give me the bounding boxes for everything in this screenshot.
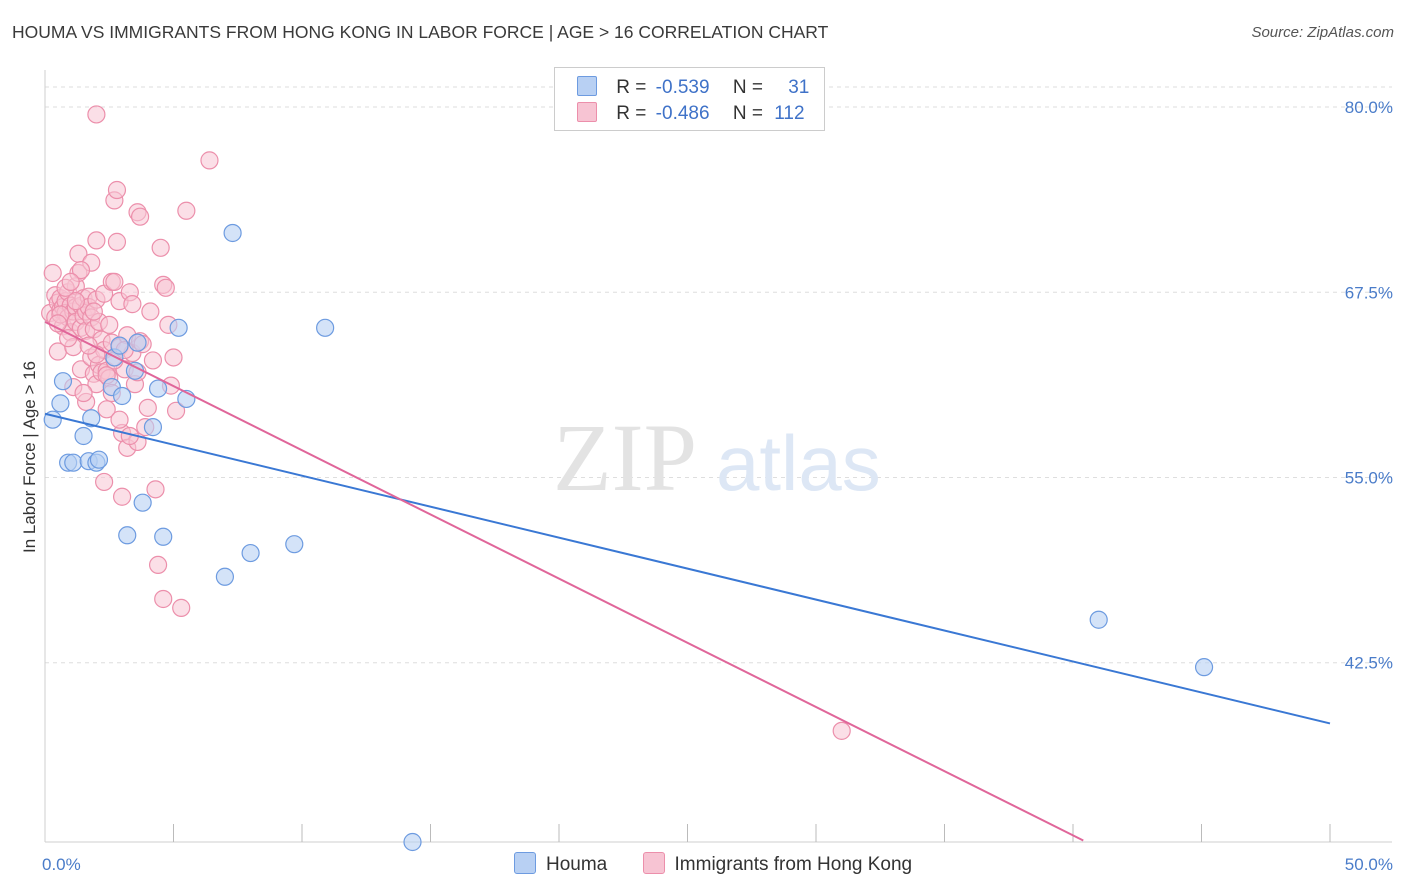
hk-point xyxy=(100,315,119,334)
hk-point xyxy=(74,383,93,403)
tick-labels: 80.0% 67.5% 55.0% 42.5% 0.0% 50.0% xyxy=(42,98,1393,874)
hk-r-label: R = xyxy=(616,103,647,124)
houma-point xyxy=(51,394,70,413)
houma-point xyxy=(169,318,188,337)
houma-point xyxy=(64,453,83,472)
hk-point xyxy=(151,238,170,257)
watermark-atlas: atlas xyxy=(716,419,881,507)
chart-title: HOUMA VS IMMIGRANTS FROM HONG KONG IN LA… xyxy=(12,22,829,42)
legend-row-houma: R = -0.539 N = 31 xyxy=(577,76,809,100)
hk-point xyxy=(146,480,165,499)
y-tick-label: 80.0% xyxy=(1345,98,1393,117)
houma-n-value: 31 xyxy=(788,77,810,98)
houma-point xyxy=(110,336,129,355)
hk-point xyxy=(143,351,163,370)
hk-point xyxy=(141,302,160,321)
series-houma xyxy=(43,223,1214,852)
houma-point xyxy=(241,543,260,563)
y-tick-label: 67.5% xyxy=(1345,283,1393,302)
hk-point xyxy=(84,302,103,321)
hk-point xyxy=(130,207,150,226)
hk-point xyxy=(177,201,196,220)
trend-lines xyxy=(44,321,1331,842)
hk-point xyxy=(138,398,157,417)
hk-point xyxy=(95,472,114,492)
hk-point xyxy=(200,151,219,170)
houma-swatch xyxy=(577,76,597,96)
x-tick-label: 0.0% xyxy=(42,855,81,874)
hk-trend-line xyxy=(44,321,1084,842)
hk-point xyxy=(110,410,129,429)
hk-point xyxy=(107,180,127,200)
legend-item-houma[interactable]: Houma xyxy=(514,852,607,876)
hk-point xyxy=(832,721,851,740)
hk-point xyxy=(148,555,168,575)
source-label: Source: ZipAtlas.com xyxy=(1251,24,1394,41)
houma-r-label: R = xyxy=(616,77,647,98)
houma-n-label: N = xyxy=(732,77,763,98)
houma-point xyxy=(154,527,173,546)
correlation-legend: R = -0.539 N = 31 R = -0.486 N = 112 xyxy=(554,67,825,131)
y-axis-label: In Labor Force | Age > 16 xyxy=(20,361,39,553)
y-tick-label: 55.0% xyxy=(1345,468,1393,487)
hk-n-value: 112 xyxy=(774,103,805,124)
hk-point xyxy=(59,329,78,348)
hk-point xyxy=(87,231,106,250)
hk-point xyxy=(105,272,124,291)
hk-point xyxy=(66,292,85,311)
houma-point xyxy=(112,386,132,406)
hk-r-value: -0.486 xyxy=(655,103,710,124)
houma-point xyxy=(148,379,168,398)
hk-point xyxy=(164,348,183,367)
hk-legend-label: Immigrants from Hong Kong xyxy=(674,854,913,875)
houma-point xyxy=(403,832,422,852)
hk-legend-swatch xyxy=(642,852,665,874)
houma-point xyxy=(82,409,101,428)
legend-item-hk[interactable]: Immigrants from Hong Kong xyxy=(642,852,913,876)
hk-point xyxy=(154,589,173,609)
houma-point xyxy=(143,418,163,437)
hk-point xyxy=(107,232,127,251)
houma-point xyxy=(215,567,234,586)
hk-point xyxy=(71,260,91,280)
hk-point xyxy=(97,400,116,419)
houma-point xyxy=(128,333,147,352)
houma-legend-label: Houma xyxy=(546,854,608,875)
hk-point xyxy=(123,295,142,314)
houma-point xyxy=(53,372,73,391)
houma-r-value: -0.539 xyxy=(655,77,710,98)
series-legend: Houma Immigrants from Hong Kong xyxy=(514,852,942,876)
houma-point xyxy=(118,526,137,545)
hk-point xyxy=(166,401,186,420)
hk-n-label: N = xyxy=(732,103,763,124)
houma-point xyxy=(74,426,93,446)
watermark: ZIP atlas xyxy=(553,404,881,511)
houma-trend-line xyxy=(44,412,1331,725)
hk-point xyxy=(156,278,175,297)
houma-point xyxy=(223,223,242,243)
houma-legend-swatch xyxy=(514,852,536,874)
watermark-zip: ZIP xyxy=(553,404,697,511)
legend-row-hk: R = -0.486 N = 112 xyxy=(577,102,805,126)
houma-point xyxy=(285,535,304,554)
x-tick-label: 50.0% xyxy=(1345,855,1393,874)
houma-point xyxy=(1089,610,1108,629)
axes xyxy=(44,70,1392,843)
hk-point xyxy=(172,598,191,617)
houma-point xyxy=(316,318,335,337)
houma-point xyxy=(133,493,152,512)
houma-point xyxy=(1194,658,1214,677)
hk-point xyxy=(112,487,132,506)
y-tick-label: 42.5% xyxy=(1345,654,1393,673)
houma-point xyxy=(89,450,109,469)
hk-point xyxy=(43,263,62,283)
hk-point xyxy=(61,272,80,291)
hk-swatch xyxy=(577,102,597,122)
hk-point xyxy=(87,105,106,124)
